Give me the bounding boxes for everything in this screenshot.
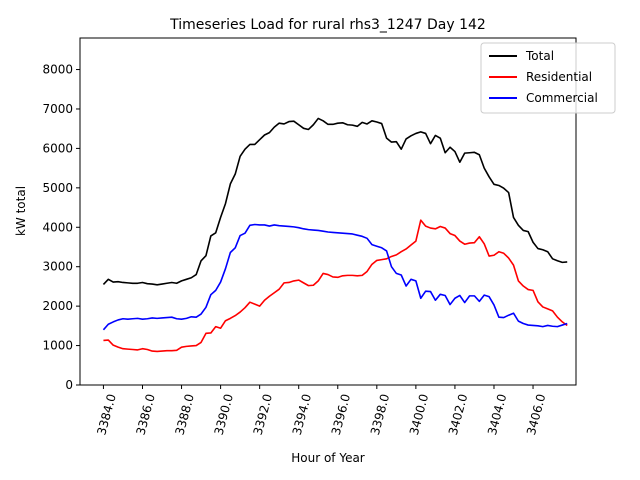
x-tick-label: 3404.0 bbox=[485, 392, 509, 436]
x-tick-label: 3388.0 bbox=[173, 392, 197, 436]
legend-label-commercial: Commercial bbox=[526, 91, 598, 105]
legend-box bbox=[480, 42, 616, 114]
axes-frame bbox=[79, 37, 577, 386]
legend-label-residential: Residential bbox=[526, 70, 592, 84]
chart-title: Timeseries Load for rural rhs3_1247 Day … bbox=[169, 17, 486, 33]
x-tick-label: 3386.0 bbox=[133, 392, 157, 436]
series-line-commercial bbox=[102, 223, 568, 331]
x-tick-label: 3400.0 bbox=[407, 392, 431, 436]
series-line-total bbox=[102, 117, 568, 286]
x-tick-label: 3396.0 bbox=[329, 392, 353, 436]
y-tick-label: 3000 bbox=[42, 260, 73, 274]
x-tick-label: 3384.0 bbox=[94, 392, 118, 436]
y-tick-label: 7000 bbox=[42, 102, 73, 116]
y-tick-label: 4000 bbox=[42, 220, 73, 234]
x-tick-label: 3402.0 bbox=[446, 392, 470, 436]
y-tick-label: 0 bbox=[65, 378, 73, 392]
legend: Total Residential Commercial bbox=[480, 42, 616, 114]
x-axis-label: Hour of Year bbox=[291, 451, 365, 465]
x-tick-label: 3392.0 bbox=[251, 392, 275, 436]
series-line-residential bbox=[103, 219, 568, 353]
y-tick-label: 1000 bbox=[42, 339, 73, 353]
y-tick-label: 6000 bbox=[42, 141, 73, 155]
x-tick-label: 3406.0 bbox=[524, 392, 548, 436]
x-axis: 3384.0 3386.0 3388.0 3390.0 3392.0 3394.0 3396… bbox=[94, 385, 548, 437]
x-tick-label: 3394.0 bbox=[290, 392, 314, 436]
y-tick-label: 8000 bbox=[42, 63, 73, 77]
x-tick-label: 3398.0 bbox=[368, 392, 392, 436]
y-tick-label: 2000 bbox=[42, 299, 73, 313]
legend-label-total: Total bbox=[525, 49, 554, 63]
x-tick-label: 3390.0 bbox=[212, 392, 236, 436]
y-tick-label: 5000 bbox=[42, 181, 73, 195]
series-layer bbox=[102, 117, 568, 353]
y-axis: 0 1000 2000 3000 4000 5000 6000 7000 8000 bbox=[42, 63, 80, 392]
y-axis-label: kW total bbox=[14, 186, 28, 236]
